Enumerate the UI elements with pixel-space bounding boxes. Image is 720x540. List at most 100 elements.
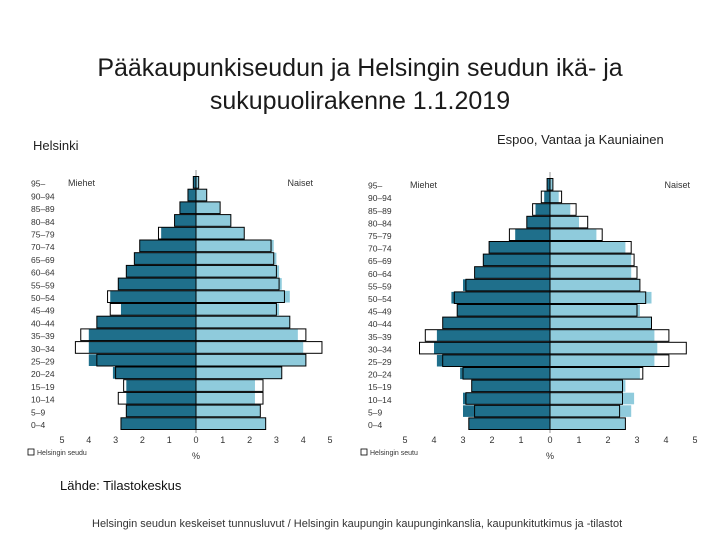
legend-label: Helsingin seutu bbox=[370, 450, 418, 457]
age-label-95–: 95– bbox=[31, 179, 45, 189]
x-tick-label: 3 bbox=[113, 435, 118, 445]
bar-men-85–89 bbox=[535, 203, 550, 216]
women-side-label: Naiset bbox=[287, 178, 313, 188]
bar-women-90–94 bbox=[550, 191, 559, 203]
bar-women-20–24 bbox=[550, 367, 640, 380]
x-tick-label: 4 bbox=[431, 435, 436, 445]
bar-men-90–94 bbox=[187, 189, 196, 201]
outline-women-45–49 bbox=[195, 303, 277, 316]
x-tick-label: 5 bbox=[402, 435, 407, 445]
bar-men-20–24 bbox=[112, 367, 196, 379]
age-label-5–9: 5–9 bbox=[31, 407, 45, 417]
x-tick-label: 0 bbox=[193, 435, 198, 445]
age-label-75–79: 75–79 bbox=[368, 231, 392, 241]
bar-women-15–19 bbox=[196, 379, 255, 392]
x-tick-label: 5 bbox=[59, 435, 64, 445]
bar-men-45–49 bbox=[120, 303, 196, 316]
x-tick-label: 1 bbox=[518, 435, 523, 445]
bar-women-45–49 bbox=[196, 303, 280, 316]
source-note: Lähde: Tilastokeskus bbox=[60, 478, 182, 493]
age-label-60–64: 60–64 bbox=[368, 269, 392, 279]
footer-note: Helsingin seudun keskeiset tunnusluvut /… bbox=[92, 518, 623, 530]
bar-men-80–84 bbox=[174, 214, 196, 227]
x-tick-label: 2 bbox=[140, 435, 145, 445]
age-label-25–29: 25–29 bbox=[31, 357, 55, 367]
outline-women-5–9 bbox=[549, 404, 621, 418]
age-label-80–84: 80–84 bbox=[31, 217, 55, 227]
outline-women-15–19 bbox=[549, 379, 623, 393]
legend-outline-swatch bbox=[27, 448, 35, 456]
outline-women-45–49 bbox=[549, 304, 638, 317]
bar-men-30–34 bbox=[88, 341, 196, 354]
outline-women-5–9 bbox=[195, 404, 261, 418]
bar-women-50–54 bbox=[550, 291, 652, 304]
age-label-65–69: 65–69 bbox=[368, 256, 392, 266]
bar-women-60–64 bbox=[196, 265, 280, 278]
age-label-85–89: 85–89 bbox=[31, 204, 55, 214]
outline-women-55–59 bbox=[195, 277, 280, 291]
x-tick-label: 0 bbox=[547, 435, 552, 445]
outline-women-10–14 bbox=[549, 392, 623, 405]
bar-women-35–39 bbox=[196, 328, 298, 341]
age-label-5–9: 5–9 bbox=[368, 407, 382, 417]
outline-women-25–29 bbox=[195, 353, 307, 367]
bar-women-55–59 bbox=[196, 278, 282, 290]
outline-women-0–4 bbox=[195, 417, 267, 431]
outline-women-75–79 bbox=[549, 228, 603, 242]
bar-men-35–39 bbox=[88, 328, 196, 341]
outline-women-40–44 bbox=[195, 315, 291, 329]
bar-men-25–29 bbox=[88, 354, 196, 366]
age-label-50–54: 50–54 bbox=[368, 294, 392, 304]
age-label-85–89: 85–89 bbox=[368, 206, 392, 216]
title-line-1: Pääkaupunkiseudun ja Helsingin seudun ik… bbox=[97, 54, 623, 82]
bar-women-65–69 bbox=[196, 252, 277, 265]
bar-women-30–34 bbox=[196, 341, 304, 354]
x-tick-label: 2 bbox=[247, 435, 252, 445]
bar-women-85–89 bbox=[550, 203, 571, 216]
pyramid-chart-espoo-vantaa: 0–4 5–9 10–14 15–19 20–24 25–29 30–34 35–39 40–4… bbox=[360, 172, 698, 461]
x-tick-label: 5 bbox=[327, 435, 332, 445]
outline-women-75–79 bbox=[195, 226, 245, 240]
age-label-60–64: 60–64 bbox=[31, 268, 55, 278]
bar-women-95– bbox=[196, 176, 199, 189]
bar-men-10–14 bbox=[126, 392, 196, 405]
outline-women-0–4 bbox=[549, 417, 626, 430]
bar-men-70–74 bbox=[139, 240, 196, 252]
caption-helsinki: Helsinki bbox=[33, 138, 79, 153]
outline-women-10–14 bbox=[195, 391, 264, 405]
bar-men-35–39 bbox=[436, 329, 550, 342]
age-label-0–4: 0–4 bbox=[31, 420, 45, 430]
age-label-20–24: 20–24 bbox=[31, 369, 55, 379]
age-label-70–74: 70–74 bbox=[368, 244, 392, 254]
outline-women-65–69 bbox=[549, 253, 635, 267]
age-label-45–49: 45–49 bbox=[368, 307, 392, 317]
page-title: Pääkaupunkiseudun ja Helsingin seudun ik… bbox=[0, 52, 720, 118]
outline-women-60–64 bbox=[195, 264, 277, 278]
outline-women-35–39 bbox=[195, 328, 307, 342]
outline-women-70–74 bbox=[549, 241, 632, 254]
bar-women-40–44 bbox=[550, 317, 652, 329]
bar-women-40–44 bbox=[196, 316, 290, 328]
bar-women-5–9 bbox=[550, 405, 632, 417]
age-label-25–29: 25–29 bbox=[368, 357, 392, 367]
bar-men-75–79 bbox=[161, 227, 196, 239]
bar-women-90–94 bbox=[196, 189, 207, 201]
x-tick-label: 3 bbox=[274, 435, 279, 445]
age-label-55–59: 55–59 bbox=[31, 280, 55, 290]
age-label-30–34: 30–34 bbox=[368, 344, 392, 354]
pyramid-chart-helsinki: 0–4 5–9 10–14 15–19 20–24 25–29 30–34 35–39 40–4… bbox=[27, 170, 333, 461]
bar-women-15–19 bbox=[550, 380, 626, 392]
bar-men-55–59 bbox=[463, 279, 550, 291]
x-tick-label: 3 bbox=[460, 435, 465, 445]
bar-men-10–14 bbox=[463, 392, 550, 405]
x-tick-label: 4 bbox=[301, 435, 306, 445]
age-label-0–4: 0–4 bbox=[368, 420, 382, 430]
age-label-55–59: 55–59 bbox=[368, 281, 392, 291]
bar-women-5–9 bbox=[196, 405, 261, 417]
outline-women-55–59 bbox=[549, 278, 641, 292]
bar-women-80–84 bbox=[196, 214, 231, 227]
x-tick-label: 3 bbox=[634, 435, 639, 445]
outline-women-50–54 bbox=[195, 290, 285, 304]
bar-men-85–89 bbox=[179, 201, 196, 214]
age-label-65–69: 65–69 bbox=[31, 255, 55, 265]
